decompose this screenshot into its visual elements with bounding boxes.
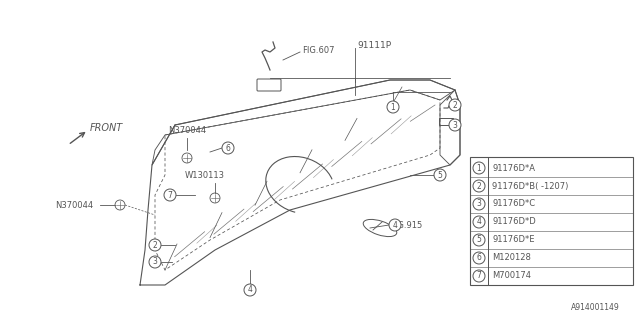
Text: A914001149: A914001149	[572, 303, 620, 312]
Circle shape	[149, 256, 161, 268]
Circle shape	[473, 270, 485, 282]
Text: 1: 1	[477, 164, 481, 172]
Text: 91176D*A: 91176D*A	[492, 164, 535, 172]
Circle shape	[473, 252, 485, 264]
Text: FIG.915: FIG.915	[390, 220, 422, 229]
Text: 91176D*B( -1207): 91176D*B( -1207)	[492, 181, 568, 190]
Circle shape	[449, 119, 461, 131]
Text: 4: 4	[392, 220, 397, 229]
Text: 2: 2	[152, 241, 157, 250]
Text: 91176D*E: 91176D*E	[492, 236, 534, 244]
Circle shape	[473, 216, 485, 228]
Circle shape	[434, 169, 446, 181]
Text: M120128: M120128	[492, 253, 531, 262]
Circle shape	[244, 284, 256, 296]
Bar	[470, 157, 633, 285]
Text: 3: 3	[152, 258, 157, 267]
Text: 5: 5	[438, 171, 442, 180]
Text: 91176D*C: 91176D*C	[492, 199, 535, 209]
Circle shape	[389, 219, 401, 231]
Circle shape	[473, 180, 485, 192]
Text: 6: 6	[477, 253, 481, 262]
Circle shape	[449, 99, 461, 111]
Text: 5: 5	[477, 236, 481, 244]
Circle shape	[387, 101, 399, 113]
Text: 2: 2	[477, 181, 481, 190]
Text: 3: 3	[477, 199, 481, 209]
Text: 91111P: 91111P	[357, 41, 391, 50]
Text: 4: 4	[477, 218, 481, 227]
Text: W130113: W130113	[185, 171, 225, 180]
Text: M700174: M700174	[492, 271, 531, 281]
Circle shape	[473, 198, 485, 210]
Text: N370044: N370044	[55, 201, 93, 210]
Circle shape	[222, 142, 234, 154]
Text: 7: 7	[477, 271, 481, 281]
Text: 6: 6	[225, 143, 230, 153]
Text: 4: 4	[248, 285, 252, 294]
Circle shape	[473, 234, 485, 246]
Text: 3: 3	[452, 121, 458, 130]
Text: FRONT: FRONT	[90, 123, 124, 133]
Text: N370044: N370044	[168, 125, 206, 134]
Circle shape	[473, 162, 485, 174]
Text: FIG.607: FIG.607	[302, 45, 335, 54]
Circle shape	[149, 239, 161, 251]
Bar	[439, 118, 453, 125]
Text: 1: 1	[390, 102, 396, 111]
Circle shape	[164, 189, 176, 201]
Text: 2: 2	[452, 100, 458, 109]
Text: 91176D*D: 91176D*D	[492, 218, 536, 227]
Text: 7: 7	[168, 190, 172, 199]
